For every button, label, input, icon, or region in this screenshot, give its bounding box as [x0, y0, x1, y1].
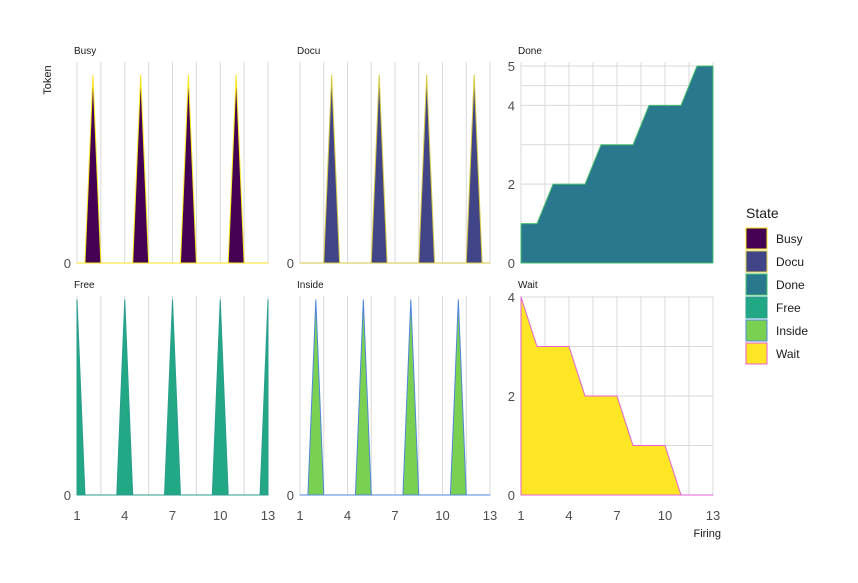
legend-title: State: [746, 205, 779, 221]
x-tick-label-inside: 10: [435, 508, 449, 523]
legend-swatch-done: [745, 273, 768, 296]
strip-label-docu: Docu: [297, 46, 320, 57]
area-docu: [299, 74, 491, 264]
x-tick-label-inside: 4: [344, 508, 351, 523]
legend-label-docu: Docu: [776, 255, 804, 269]
x-tick-label-wait: 7: [613, 508, 620, 523]
y-tick-label-inside: 0: [287, 488, 294, 503]
x-axis-title: Firing: [693, 528, 721, 540]
y-axis-title: Token: [42, 65, 54, 94]
x-tick-label-free: 7: [169, 508, 176, 523]
y-tick-label-done: 2: [508, 177, 515, 192]
strip-label-wait: Wait: [518, 280, 538, 291]
legend-swatch-busy: [745, 227, 768, 250]
area-busy: [76, 74, 269, 264]
legend-label-busy: Busy: [776, 232, 803, 246]
y-tick-label-docu: 0: [287, 256, 294, 271]
x-tick-label-free: 1: [73, 508, 80, 523]
legend-swatch-inside: [745, 319, 768, 342]
legend-swatch-wait: [745, 342, 768, 365]
area-inside: [299, 299, 491, 496]
legend-swatch-free: [745, 296, 768, 319]
strip-label-done: Done: [518, 46, 542, 57]
area-done: [520, 65, 714, 264]
x-tick-label-free: 10: [213, 508, 227, 523]
x-tick-label-free: 13: [261, 508, 275, 523]
y-tick-label-done: 0: [508, 256, 515, 271]
legend-swatch-docu: [745, 250, 768, 273]
legend-label-free: Free: [776, 301, 801, 315]
y-tick-label-wait: 0: [508, 488, 515, 503]
x-tick-label-wait: 10: [658, 508, 672, 523]
legend-label-wait: Wait: [776, 347, 800, 361]
legend-label-inside: Inside: [776, 324, 808, 338]
x-tick-label-inside: 7: [391, 508, 398, 523]
strip-label-free: Free: [74, 280, 95, 291]
strip-label-inside: Inside: [297, 280, 324, 291]
area-free: [76, 299, 269, 496]
x-tick-label-wait: 1: [517, 508, 524, 523]
area-wait: [520, 296, 714, 496]
legend-label-done: Done: [776, 278, 805, 292]
x-tick-label-inside: 1: [296, 508, 303, 523]
strip-label-busy: Busy: [74, 46, 96, 57]
y-tick-label-free: 0: [64, 488, 71, 503]
x-tick-label-wait: 13: [706, 508, 720, 523]
y-tick-label-done: 5: [508, 59, 515, 74]
y-tick-label-busy: 0: [64, 256, 71, 271]
y-tick-label-wait: 2: [508, 389, 515, 404]
x-tick-label-wait: 4: [565, 508, 572, 523]
y-tick-label-done: 4: [508, 98, 515, 113]
x-tick-label-free: 4: [121, 508, 128, 523]
y-tick-label-wait: 4: [508, 290, 515, 305]
x-tick-label-inside: 13: [483, 508, 497, 523]
